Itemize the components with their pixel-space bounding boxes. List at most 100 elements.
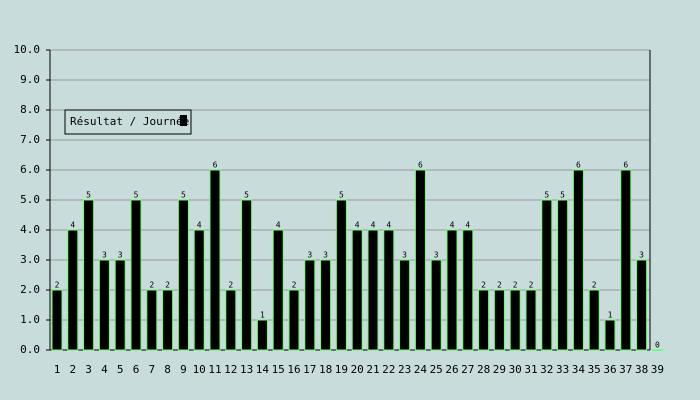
x-tick-label: 35 [588, 363, 601, 376]
bar [225, 289, 237, 351]
bar [367, 229, 379, 351]
x-tick-label: 2 [69, 363, 76, 376]
bar [493, 289, 505, 351]
value-label: 3 [402, 251, 407, 260]
bar [636, 259, 648, 351]
value-label: 3 [434, 251, 439, 260]
value-label: 6 [576, 161, 581, 170]
x-tick-label: 29 [493, 363, 506, 376]
x-tick-label: 6 [133, 363, 140, 376]
value-label: 5 [181, 191, 186, 200]
x-tick-label: 20 [351, 363, 364, 376]
x-tick-label: 24 [414, 363, 428, 376]
value-label: 2 [592, 281, 597, 290]
bar [288, 289, 300, 351]
value-label: 5 [134, 191, 139, 200]
x-tick-label: 5 [117, 363, 124, 376]
x-tick-label: 11 [208, 363, 221, 376]
y-tick-label: 4.0 [20, 223, 40, 236]
value-label: 3 [639, 251, 644, 260]
bar [177, 199, 189, 351]
bar [572, 169, 584, 351]
bar [272, 229, 284, 351]
value-label: 2 [165, 281, 170, 290]
x-tick-label: 27 [461, 363, 474, 376]
value-label: 3 [118, 251, 123, 260]
bar [256, 319, 268, 351]
bar [651, 349, 663, 351]
y-tick-label: 3.0 [20, 253, 40, 266]
value-label: 6 [213, 161, 218, 170]
y-tick-label: 0.0 [20, 343, 40, 356]
x-tick-label: 32 [540, 363, 553, 376]
value-label: 3 [323, 251, 328, 260]
value-label: 4 [197, 221, 202, 230]
value-label: 5 [544, 191, 549, 200]
bar [98, 259, 110, 351]
x-tick-label: 25 [430, 363, 443, 376]
x-tick-label: 28 [477, 363, 490, 376]
x-tick-label: 37 [619, 363, 632, 376]
bar [241, 199, 253, 351]
bar [383, 229, 395, 351]
bar [541, 199, 553, 351]
bar [51, 289, 63, 351]
x-tick-label: 16 [287, 363, 300, 376]
value-label: 5 [560, 191, 565, 200]
x-tick-label: 12 [224, 363, 237, 376]
value-label: 6 [418, 161, 423, 170]
legend-label: Résultat / Journée [70, 115, 189, 128]
bar [620, 169, 632, 351]
bar [509, 289, 521, 351]
x-tick-label: 30 [509, 363, 522, 376]
value-label: 4 [276, 221, 281, 230]
x-tick-label: 14 [256, 363, 270, 376]
x-tick-label: 9 [180, 363, 187, 376]
x-tick-label: 10 [193, 363, 206, 376]
y-tick-label: 2.0 [20, 283, 40, 296]
bar [320, 259, 332, 351]
bar [83, 199, 95, 351]
x-tick-label: 23 [398, 363, 411, 376]
x-tick-label: 1 [54, 363, 61, 376]
bar [525, 289, 537, 351]
value-label: 4 [465, 221, 470, 230]
value-label: 5 [86, 191, 91, 200]
bar [146, 289, 158, 351]
value-label: 2 [292, 281, 297, 290]
x-tick-label: 15 [272, 363, 285, 376]
value-label: 5 [244, 191, 249, 200]
bar [335, 199, 347, 351]
y-tick-label: 6.0 [20, 163, 40, 176]
x-tick-label: 26 [445, 363, 458, 376]
value-label: 1 [608, 311, 613, 320]
bar [557, 199, 569, 351]
bar [462, 229, 474, 351]
x-tick-label: 39 [651, 363, 664, 376]
value-label: 4 [371, 221, 376, 230]
bar [478, 289, 490, 351]
y-tick-label: 7.0 [20, 133, 40, 146]
bar [67, 229, 79, 351]
value-label: 2 [529, 281, 534, 290]
x-tick-label: 3 [85, 363, 92, 376]
x-tick-label: 38 [635, 363, 648, 376]
x-tick-label: 13 [240, 363, 253, 376]
value-label: 2 [497, 281, 502, 290]
value-label: 2 [228, 281, 233, 290]
bar [209, 169, 221, 351]
bar [351, 229, 363, 351]
x-tick-label: 34 [572, 363, 586, 376]
bar [604, 319, 616, 351]
legend-swatch [180, 115, 187, 126]
x-tick-label: 33 [556, 363, 569, 376]
bar [588, 289, 600, 351]
bar [130, 199, 142, 351]
y-tick-label: 1.0 [20, 313, 40, 326]
y-tick-label: 5.0 [20, 193, 40, 206]
value-label: 4 [70, 221, 75, 230]
bar [430, 259, 442, 351]
x-tick-label: 7 [148, 363, 155, 376]
